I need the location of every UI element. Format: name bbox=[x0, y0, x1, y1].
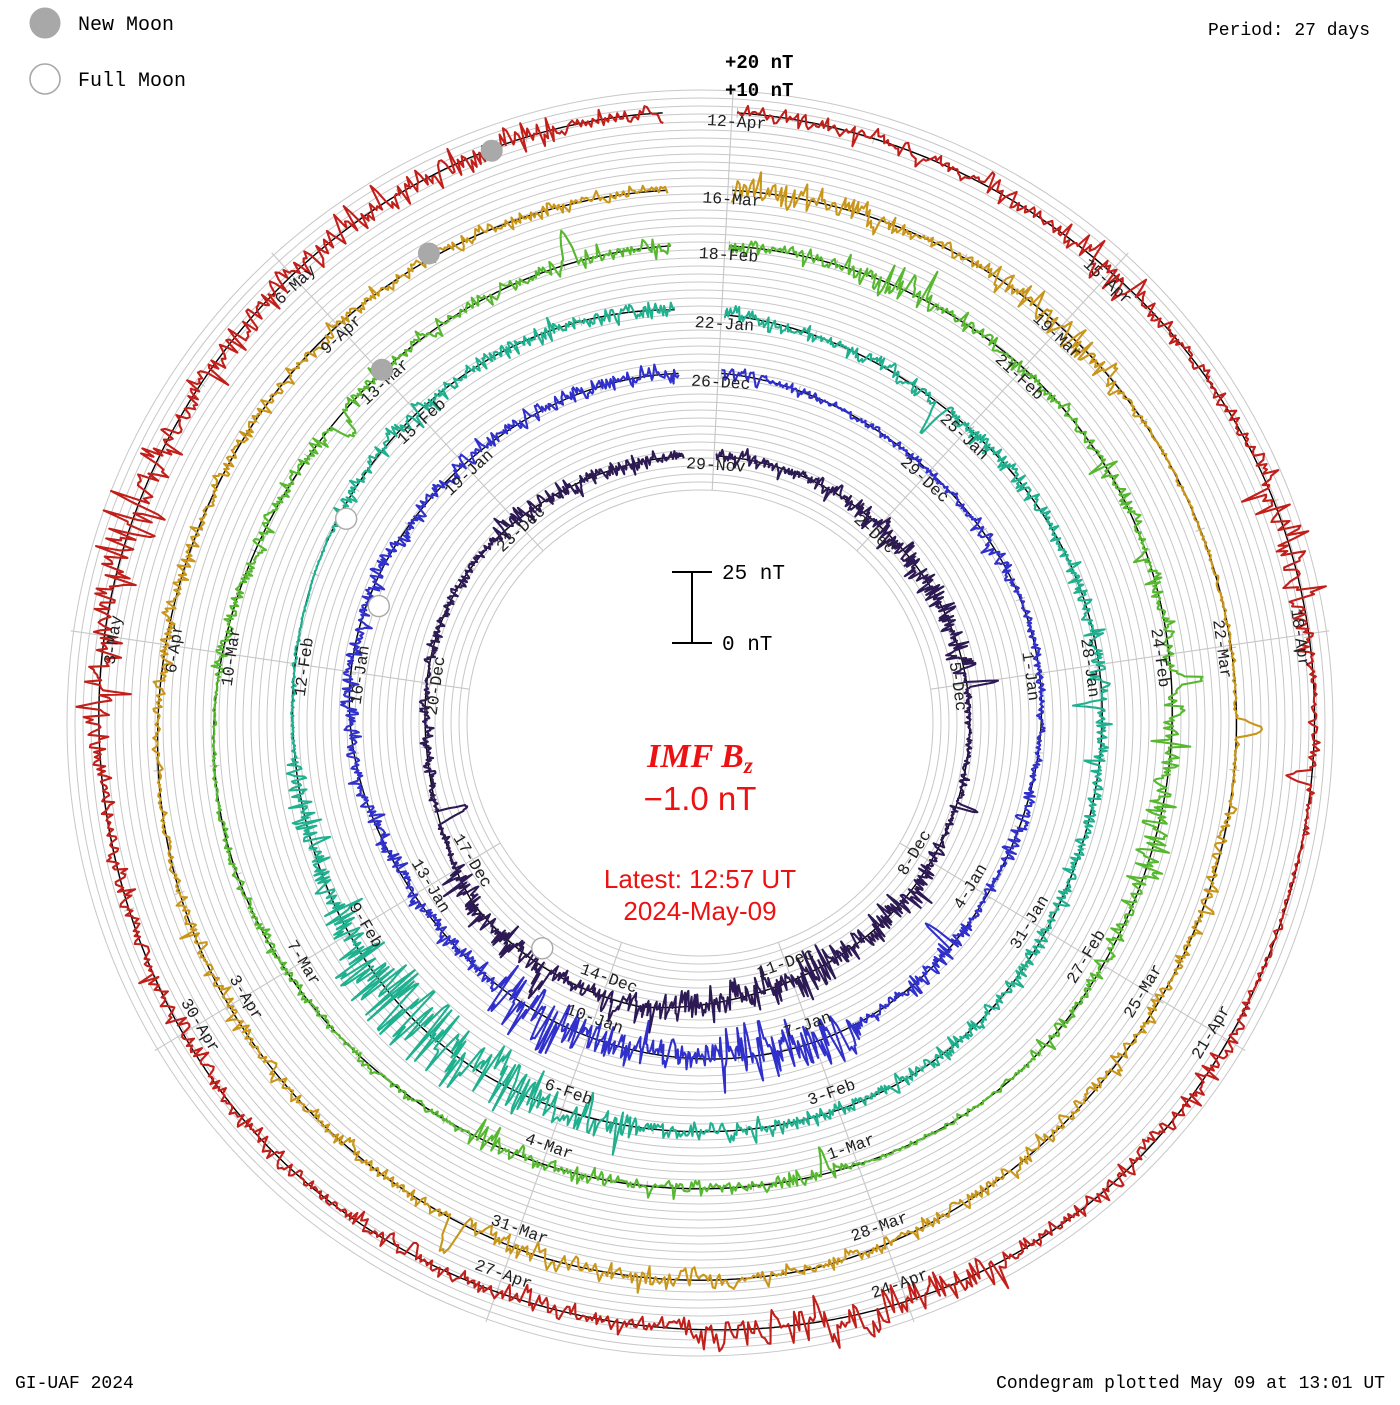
svg-text:+20 nT: +20 nT bbox=[725, 52, 793, 74]
svg-text:18-Feb: 18-Feb bbox=[698, 244, 758, 267]
svg-text:+10 nT: +10 nT bbox=[725, 80, 793, 102]
svg-text:−1.0 nT: −1.0 nT bbox=[644, 780, 757, 817]
svg-text:16-Mar: 16-Mar bbox=[702, 188, 762, 211]
svg-text:Period: 27 days: Period: 27 days bbox=[1208, 21, 1370, 41]
svg-text:22-Jan: 22-Jan bbox=[694, 313, 754, 336]
svg-text:GI-UAF 2024: GI-UAF 2024 bbox=[15, 1374, 134, 1394]
svg-text:New Moon: New Moon bbox=[78, 14, 174, 37]
svg-text:25 nT: 25 nT bbox=[722, 563, 785, 586]
svg-text:Full Moon: Full Moon bbox=[78, 70, 186, 93]
svg-text:2024-May-09: 2024-May-09 bbox=[623, 896, 776, 926]
svg-text:IMF Bz: IMF Bz bbox=[646, 738, 753, 778]
svg-text:Condegram plotted May 09 at 13: Condegram plotted May 09 at 13:01 UT bbox=[996, 1374, 1385, 1394]
svg-text:26-Dec: 26-Dec bbox=[691, 372, 751, 395]
svg-text:Latest: 12:57 UT: Latest: 12:57 UT bbox=[604, 864, 796, 894]
svg-text:0 nT: 0 nT bbox=[722, 634, 772, 657]
svg-text:29-Nov: 29-Nov bbox=[686, 454, 747, 477]
svg-text:12-Apr: 12-Apr bbox=[706, 111, 766, 134]
